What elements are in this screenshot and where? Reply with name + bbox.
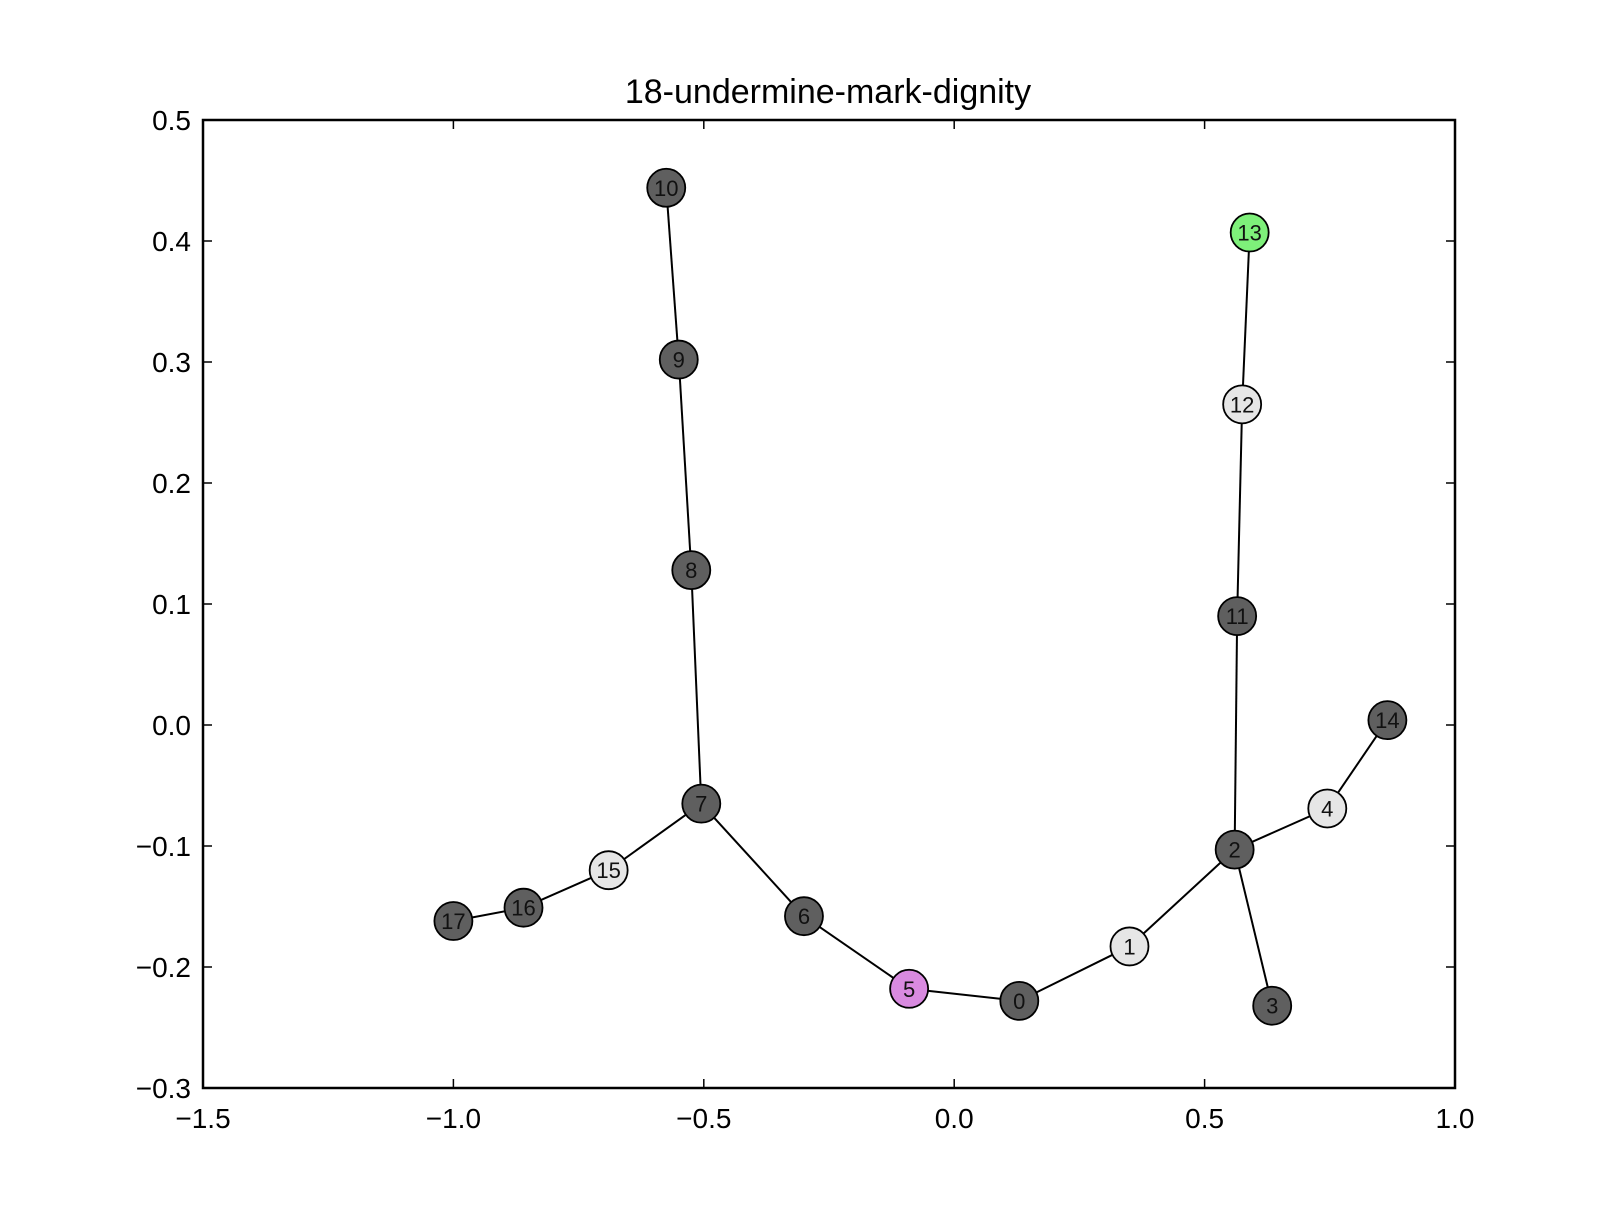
y-tick-label: 0.1 <box>152 589 191 620</box>
node-label: 0 <box>1013 989 1025 1014</box>
node-marker <box>433 901 474 941</box>
edge-0-1 <box>1018 945 1130 1002</box>
node-label: 1 <box>1123 934 1135 959</box>
node-4: 4 <box>1307 788 1348 829</box>
edge-2-3 <box>1233 849 1274 1006</box>
node-0: 0 <box>999 980 1040 1021</box>
node-marker <box>1214 829 1255 870</box>
node-label: 10 <box>654 176 678 201</box>
node-marker <box>503 887 544 928</box>
edge-10-9 <box>665 187 680 360</box>
x-tick-label: −1.0 <box>426 1103 481 1134</box>
node-marker <box>681 783 722 824</box>
x-tick-label: −1.5 <box>175 1103 230 1134</box>
node-label: 6 <box>798 904 810 929</box>
axes-layer: −1.5 −1.0 −0.5 0.0 0.5 1.0 −0.3 −0.2 −0.1 0.0 0.1 0… <box>136 105 1475 1134</box>
node-14: 14 <box>1367 700 1408 741</box>
node-marker <box>658 339 699 380</box>
node-marker <box>588 850 629 891</box>
node-6: 6 <box>784 896 824 937</box>
node-marker <box>784 896 824 937</box>
edge-6-5 <box>803 915 910 990</box>
node-2: 2 <box>1214 829 1255 870</box>
y-tick-label: 0.0 <box>152 710 191 741</box>
node-label: 2 <box>1229 838 1241 863</box>
node-16: 16 <box>503 887 544 928</box>
node-17: 17 <box>433 901 474 941</box>
node-marker <box>889 968 930 1009</box>
edge-9-8 <box>677 359 693 571</box>
node-marker <box>1222 384 1263 425</box>
node-label: 17 <box>441 909 465 934</box>
node-15: 15 <box>588 850 629 891</box>
y-tick-label: 0.4 <box>152 226 191 257</box>
node-label: 13 <box>1237 221 1261 246</box>
node-3: 3 <box>1252 985 1293 1026</box>
node-label: 8 <box>685 558 697 583</box>
node-label: 14 <box>1375 708 1399 733</box>
node-label: 16 <box>511 896 535 921</box>
node-label: 15 <box>596 858 620 883</box>
x-tick-label: 0.0 <box>935 1103 974 1134</box>
y-tick-label: 0.3 <box>152 347 191 378</box>
node-label: 3 <box>1266 994 1278 1019</box>
x-tick-label: 1.0 <box>1436 1103 1475 1134</box>
node-marker <box>1217 596 1258 636</box>
node-marker <box>1252 985 1293 1026</box>
node-11: 11 <box>1217 596 1258 636</box>
y-tick-label: −0.2 <box>136 952 191 983</box>
node-8: 8 <box>671 550 712 591</box>
node-label: 4 <box>1321 796 1333 821</box>
node-marker <box>999 980 1040 1021</box>
plot-frame <box>201 118 1457 1090</box>
node-marker <box>1307 788 1348 829</box>
node-9: 9 <box>658 339 699 380</box>
edge-1-2 <box>1128 848 1236 948</box>
y-tick-label: 0.2 <box>152 468 191 499</box>
x-tick-label: −0.5 <box>676 1103 731 1134</box>
node-marker <box>646 167 687 208</box>
node-13: 13 <box>1229 212 1270 253</box>
y-tick-label: −0.3 <box>136 1073 191 1104</box>
node-5: 5 <box>889 968 930 1009</box>
edge-7-6 <box>700 802 805 917</box>
node-label: 11 <box>1226 604 1249 629</box>
edge-2-11 <box>1233 616 1239 850</box>
chart-title: 18-undermine-mark-dignity <box>625 73 1031 111</box>
node-label: 12 <box>1230 392 1254 417</box>
x-tick-label: 0.5 <box>1185 1103 1224 1134</box>
node-10: 10 <box>646 167 687 208</box>
edge-11-12 <box>1236 404 1244 617</box>
node-label: 5 <box>903 977 915 1002</box>
y-tick-label: 0.5 <box>152 105 191 136</box>
y-tick-label: −0.1 <box>136 831 191 862</box>
node-label: 9 <box>673 348 685 373</box>
node-1: 1 <box>1109 926 1150 967</box>
node-label: 7 <box>695 792 707 817</box>
node-marker <box>1109 926 1150 967</box>
node-marker <box>1367 700 1408 741</box>
edge-12-13 <box>1241 232 1251 405</box>
node-12: 12 <box>1222 384 1263 425</box>
node-7: 7 <box>681 783 722 824</box>
edge-8-7 <box>690 570 703 804</box>
node-marker <box>671 550 712 591</box>
node-marker <box>1229 212 1270 253</box>
